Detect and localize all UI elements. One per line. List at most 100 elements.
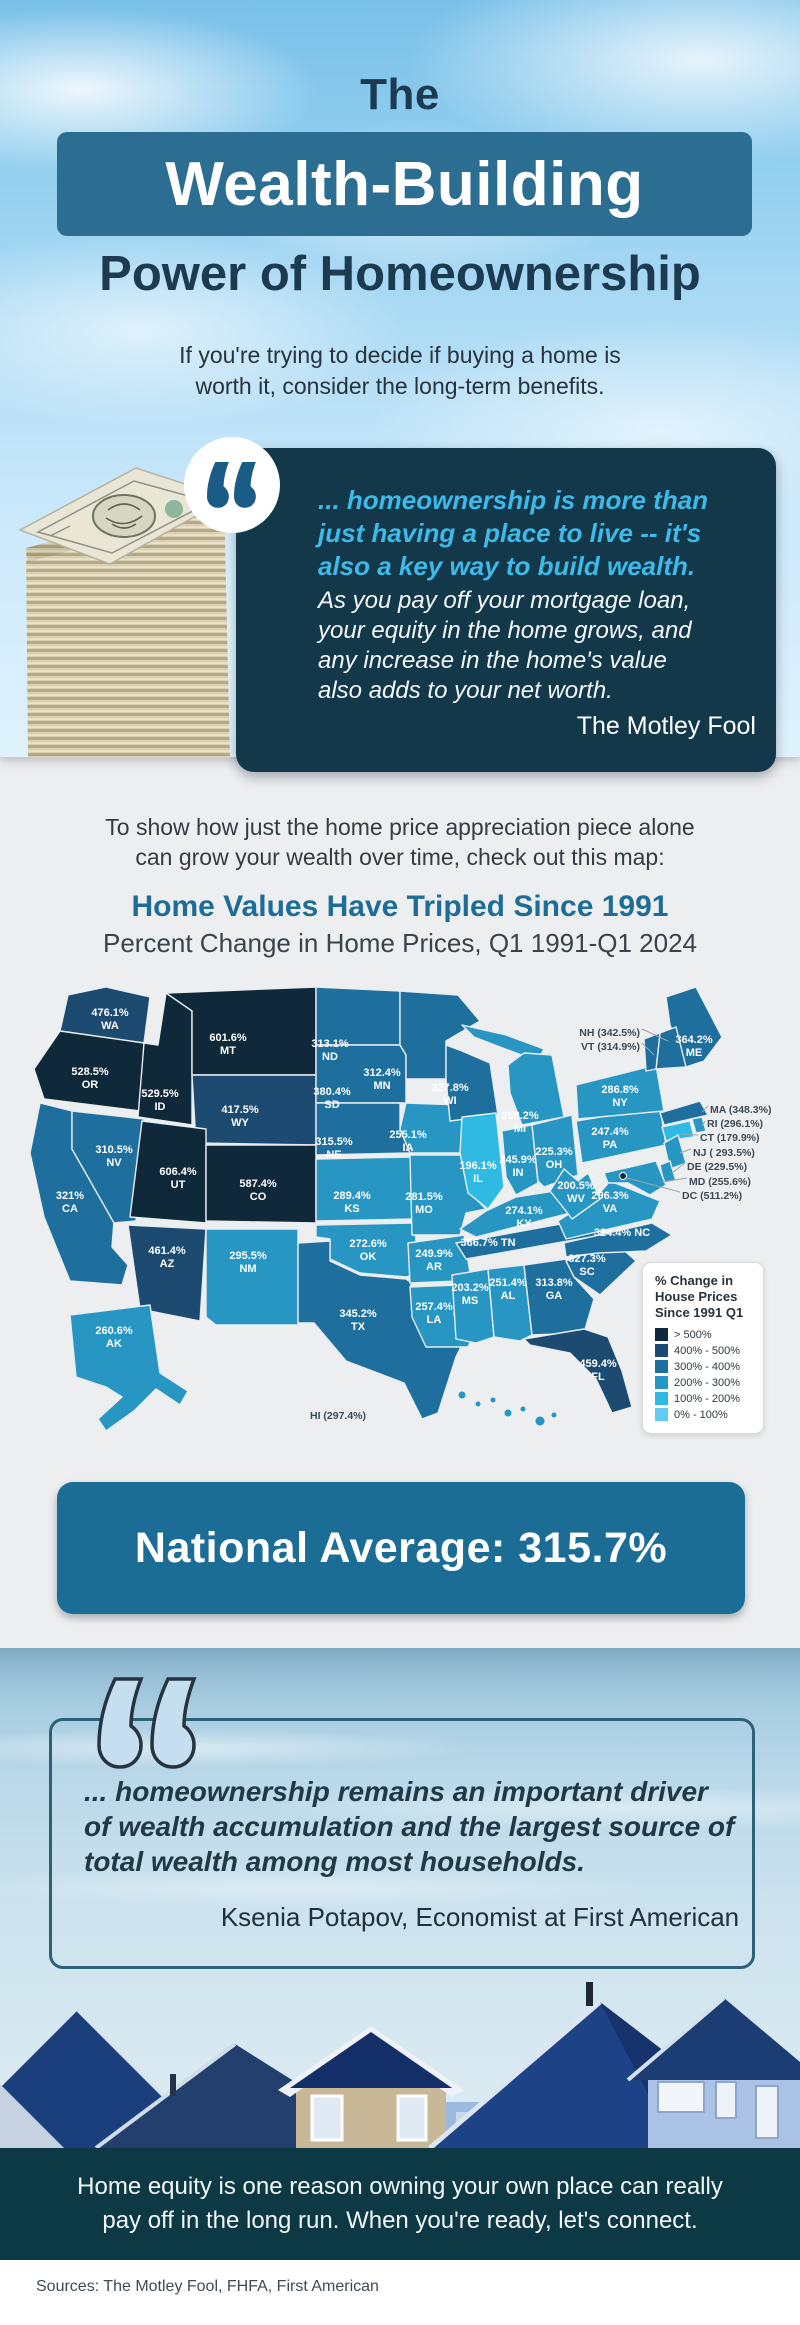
- state-label-RI: RI (296.1%): [707, 1118, 763, 1130]
- state-label-IN: 245.9% IN: [499, 1154, 537, 1179]
- state-label-MD: MD (255.6%): [689, 1176, 751, 1188]
- state-label-CO: 587.4% CO: [239, 1178, 277, 1203]
- state-label-NY: 286.8% NY: [601, 1084, 639, 1109]
- state-label-OH: 225.3% OH: [535, 1146, 573, 1171]
- quote1-highlight: ... homeownership is more than just havi…: [318, 485, 709, 581]
- state-label-AL: 251.4% AL: [489, 1277, 527, 1302]
- state-label-MS: 203.2% MS: [451, 1282, 489, 1307]
- state-label-TN: 366.7% TN: [460, 1237, 515, 1249]
- state-label-TX: 345.2% TX: [339, 1308, 377, 1333]
- state-label-DE: DE (229.5%): [687, 1161, 747, 1173]
- hero-title-sub: Power of Homeownership: [99, 247, 701, 301]
- state-NM: [205, 1228, 299, 1326]
- legend-label: 400% - 500%: [674, 1344, 741, 1357]
- state-label-SD: 380.4% SD: [313, 1086, 351, 1111]
- state-MS: [451, 1268, 495, 1344]
- legend-label: 300% - 400%: [674, 1360, 741, 1373]
- state-label-WV: 200.5% WV: [557, 1180, 595, 1205]
- state-label-WY: 417.5% WY: [221, 1104, 259, 1129]
- state-label-MI: 258.2% MI: [501, 1110, 539, 1135]
- state-label-CA: 321% CA: [56, 1190, 84, 1215]
- state-label-IA: 255.1% IA: [389, 1129, 427, 1154]
- quote-card: [236, 448, 776, 772]
- state-label-MA: MA (348.3%): [710, 1104, 771, 1116]
- state-FL: [523, 1328, 633, 1414]
- legend-row: 400% - 500%: [655, 1344, 753, 1357]
- state-label-WI: 327.8% WI: [431, 1082, 469, 1107]
- state-label-FL: 459.4% FL: [579, 1358, 617, 1383]
- state-NY: [575, 1064, 665, 1120]
- state-MA: [659, 1100, 709, 1126]
- legend-row: > 500%: [655, 1328, 753, 1341]
- national-average-text: National Average: 315.7%: [134, 1523, 668, 1572]
- state-label-VA: 296.3% VA: [591, 1190, 629, 1215]
- state-label-ND: 313.1% ND: [311, 1038, 349, 1063]
- legend-swatch: [655, 1392, 668, 1405]
- legend-swatch: [655, 1360, 668, 1373]
- state-WV: [549, 1168, 601, 1220]
- state-AK: [69, 1304, 189, 1432]
- us-choropleth-map: 476.1% WA 528.5% OR 321% CA 310.5% NV 529.5% ID 60…: [29, 986, 771, 1432]
- outlined-quotation-mark-icon: [97, 1677, 197, 1769]
- state-MD: [603, 1160, 667, 1196]
- national-average-banner: National Average: 315.7%: [57, 1482, 745, 1614]
- legend-title: % Change in House Prices Since 1991 Q1: [655, 1273, 744, 1320]
- state-label-OK: 272.6% OK: [349, 1238, 387, 1263]
- houses-photo: [0, 1982, 800, 2148]
- hero-title-main: Wealth-Building: [165, 149, 644, 219]
- state-label-MT: 601.6% MT: [209, 1032, 247, 1057]
- state-label-VT: VT (314.9%): [581, 1041, 640, 1053]
- state-label-NM: 295.5% NM: [229, 1250, 267, 1275]
- state-label-LA: 257.4% LA: [415, 1301, 453, 1326]
- state-UT: [129, 1120, 207, 1224]
- state-NC: [563, 1222, 673, 1258]
- legend-rows: > 500% 400% - 500% 300% - 400% 200% - 300% 1…: [655, 1328, 753, 1421]
- state-label-NC: 324.4% NC: [594, 1227, 650, 1239]
- sources-text: Sources: The Motley Fool, FHFA, First Am…: [36, 2278, 379, 2295]
- state-label-NE: 315.5% NE: [315, 1136, 353, 1161]
- legend-swatch: [655, 1376, 668, 1389]
- state-WI: [445, 1044, 499, 1122]
- legend-label: 200% - 300%: [674, 1376, 741, 1389]
- state-label-NV: 310.5% NV: [95, 1144, 133, 1169]
- cta-band: Home equity is one reason owning your ow…: [0, 2148, 800, 2260]
- legend-label: 100% - 200%: [674, 1392, 741, 1405]
- state-label-MO: 281.5% MO: [405, 1191, 443, 1216]
- legend-row: 100% - 200%: [655, 1392, 753, 1405]
- state-IN: [501, 1124, 539, 1196]
- money-stack-image: [18, 467, 230, 758]
- cta-message: Home equity is one reason owning your ow…: [77, 2173, 723, 2234]
- state-label-NH: NH (342.5%): [579, 1027, 640, 1039]
- map-legend: % Change in House Prices Since 1991 Q1 >…: [642, 1262, 764, 1434]
- state-KS: [315, 1156, 415, 1222]
- state-label-AK: 260.6% AK: [95, 1325, 133, 1350]
- map-title: Home Values Have Tripled Since 1991: [131, 890, 669, 923]
- state-CT: [661, 1120, 695, 1142]
- state-OR: [33, 1030, 145, 1112]
- state-label-AR: 249.9% AR: [415, 1248, 453, 1273]
- quote2-border-box: [49, 1718, 755, 1969]
- hero-subtitle: If you're trying to decide if buying a h…: [179, 342, 621, 399]
- state-label-SC: 327.3% SC: [568, 1253, 606, 1278]
- legend-label: > 500%: [674, 1328, 712, 1341]
- state-label-AZ: 461.4% AZ: [148, 1245, 186, 1270]
- legend-row: 0% - 100%: [655, 1408, 753, 1421]
- legend-swatch: [655, 1408, 668, 1421]
- state-label-CT: CT (179.9%): [700, 1132, 760, 1144]
- quote1-attribution: The Motley Fool: [576, 712, 756, 740]
- state-NV: [71, 1110, 145, 1224]
- state-label-IL: 196.1% IL: [459, 1160, 497, 1185]
- map-intro-text: To show how just the home price apprecia…: [105, 814, 695, 870]
- state-label-MN: 312.4% MN: [363, 1067, 401, 1092]
- state-label-UT: 606.4% UT: [159, 1166, 197, 1191]
- legend-row: 300% - 400%: [655, 1360, 753, 1373]
- hero-title-box: Wealth-Building: [57, 132, 752, 236]
- state-label-GA: 313.8% GA: [535, 1277, 573, 1302]
- legend-label: 0% - 100%: [674, 1408, 728, 1421]
- state-CO: [205, 1144, 317, 1224]
- state-label-PA: 247.4% PA: [591, 1126, 629, 1151]
- state-GA: [523, 1258, 595, 1336]
- quote2-text: ... homeownership remains an important d…: [84, 1776, 735, 1877]
- legend-row: 200% - 300%: [655, 1376, 753, 1389]
- legend-swatch: [655, 1328, 668, 1341]
